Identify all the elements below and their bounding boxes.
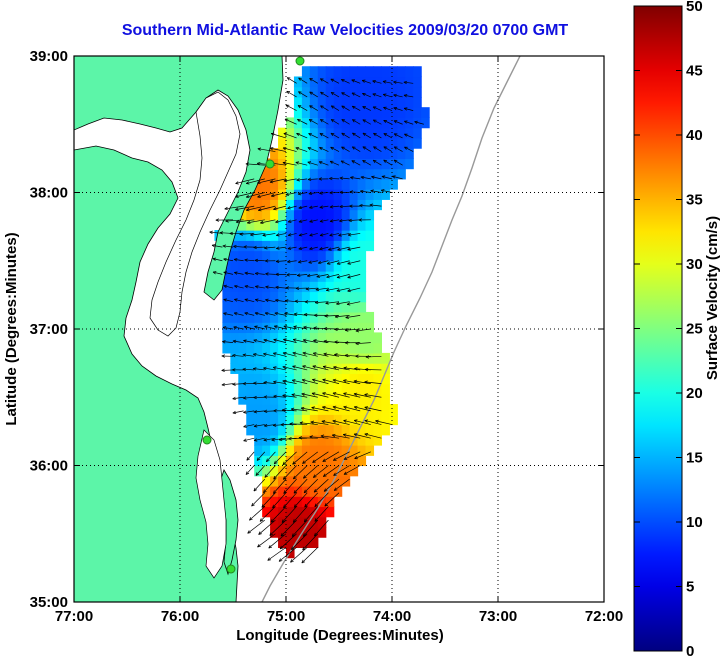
colorbar-tick-label: 35 [686, 192, 703, 209]
colorbar-tick-label: 15 [686, 450, 703, 467]
shelf-contour [261, 56, 521, 602]
colorbar-tick-label: 30 [686, 256, 703, 273]
x-tick-label: 72:00 [585, 608, 623, 625]
y-tick-label: 39:00 [30, 48, 68, 65]
radar-sites [202, 56, 305, 574]
colorbar-ticks: 0 5 10 15 20 25 30 35 40 45 50 [634, 0, 703, 659]
colorbar-tick-label: 0 [686, 643, 694, 659]
map-grid [74, 56, 604, 602]
x-tick-label: 77:00 [55, 608, 93, 625]
y-axis-label: Latitude (Degrees:Minutes) [3, 232, 20, 425]
y-tick-label: 37:00 [30, 321, 68, 338]
colorbar-tick-label: 20 [686, 385, 703, 402]
radar-site-marker [202, 435, 212, 445]
x-tick-label: 76:00 [161, 608, 199, 625]
colorbar-tick-label: 25 [686, 321, 703, 338]
current-vectors [209, 77, 424, 564]
x-axis-label: Longitude (Degrees:Minutes) [236, 627, 444, 644]
colorbar [633, 5, 683, 652]
x-tick-label: 74:00 [373, 608, 411, 625]
colorbar-tick-label: 10 [686, 514, 703, 531]
x-tick-label: 75:00 [267, 608, 305, 625]
y-tick-label: 35:00 [30, 594, 68, 611]
radar-site-marker [226, 564, 236, 574]
colorbar-tick-label: 45 [686, 63, 703, 80]
colorbar-tick-label: 50 [686, 0, 703, 15]
map-title: Southern Mid-Atlantic Raw Velocities 200… [121, 22, 569, 39]
colorbar-label: Surface Velocity (cm/s) [704, 216, 721, 380]
radar-site-marker [265, 159, 275, 169]
land-mass [74, 56, 284, 602]
x-tick-label: 73:00 [479, 608, 517, 625]
radar-site-marker [295, 56, 305, 66]
x-axis: 77:00 76:00 75:00 74:00 73:00 72:00 [55, 56, 623, 625]
velocity-field [214, 66, 430, 559]
colorbar-tick-label: 40 [686, 127, 703, 144]
colorbar-tick-label: 5 [686, 579, 694, 596]
pamlico-sound [195, 429, 227, 579]
y-tick-label: 38:00 [30, 185, 68, 202]
land-delmarva [74, 56, 284, 301]
y-axis: 35:00 36:00 37:00 38:00 39:00 [30, 48, 604, 611]
y-tick-label: 36:00 [30, 458, 68, 475]
